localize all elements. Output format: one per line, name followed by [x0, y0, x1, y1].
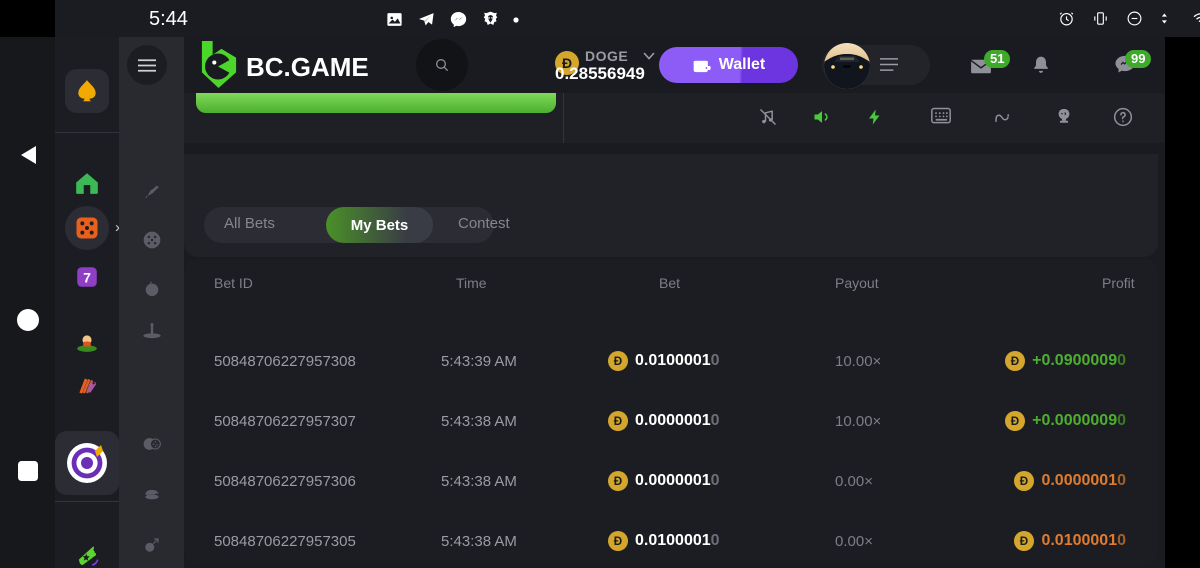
svg-text:Đ: Đ	[1011, 415, 1019, 428]
svg-text:Đ: Đ	[614, 415, 622, 428]
svg-text:Đ: Đ	[614, 475, 622, 488]
svg-text:Đ: Đ	[614, 535, 622, 548]
svg-text:Đ: Đ	[1011, 355, 1019, 368]
svg-text:7: 7	[83, 269, 91, 285]
svg-text:Đ: Đ	[1020, 535, 1028, 548]
svg-text:Đ: Đ	[1020, 475, 1028, 488]
svg-text:Đ: Đ	[614, 355, 622, 368]
